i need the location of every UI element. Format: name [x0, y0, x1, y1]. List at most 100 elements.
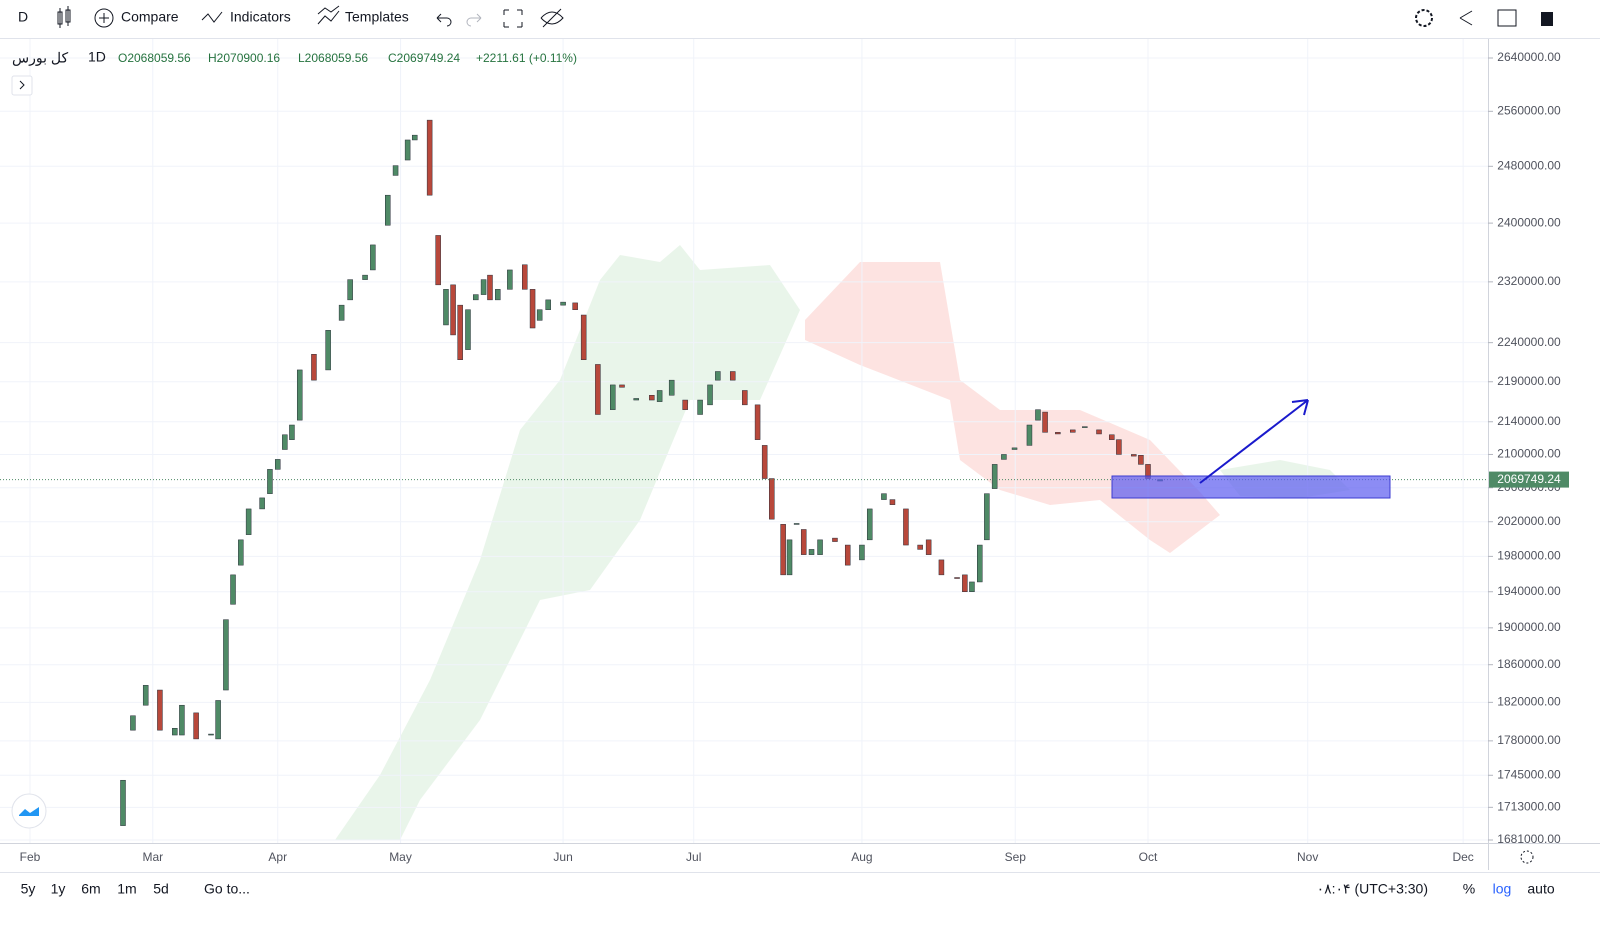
candle-body	[473, 294, 479, 301]
y-tick-label: 1780000.00	[1497, 733, 1561, 747]
undo-icon[interactable]	[436, 13, 452, 27]
candle-body	[889, 499, 896, 505]
last-price-label: 2069749.24	[1497, 472, 1561, 486]
drawn-arrow[interactable]	[1199, 399, 1309, 484]
candle-body	[962, 574, 968, 592]
redo-icon[interactable]	[466, 13, 482, 27]
candle-body	[761, 445, 768, 479]
candle-body	[545, 299, 551, 310]
x-tick-label: May	[389, 850, 412, 864]
trash-icon[interactable]	[1541, 12, 1553, 26]
axis-settings[interactable]	[1520, 850, 1534, 864]
candle-body	[1069, 429, 1076, 433]
candle-body	[881, 493, 887, 500]
candle-body	[338, 304, 345, 321]
y-tick-label: 2240000.00	[1497, 335, 1561, 349]
compare-plus	[99, 13, 109, 23]
interval-button[interactable]: D	[18, 9, 28, 25]
candle-body	[404, 139, 411, 161]
candle-body	[742, 390, 748, 406]
y-tick-label: 1681000.00	[1497, 832, 1561, 846]
resolution: 1D	[88, 49, 106, 65]
compare-icon[interactable]	[94, 8, 114, 28]
x-tick-label: Feb	[20, 850, 41, 864]
snapshot-icon[interactable]	[1497, 9, 1517, 27]
candle-body	[245, 508, 252, 535]
candle-body	[267, 469, 273, 494]
cloud-bullish	[335, 245, 800, 840]
candle-body	[223, 619, 229, 691]
candles	[0, 119, 1488, 826]
x-tick-label: Oct	[1139, 850, 1158, 864]
scale-option[interactable]: auto	[1527, 881, 1554, 897]
drawn-rectangle[interactable]	[1111, 475, 1391, 499]
candle-body	[1096, 429, 1102, 435]
candle-body	[859, 544, 865, 561]
candle-body	[1026, 424, 1033, 446]
candle-body	[480, 279, 487, 295]
y-tick-label: 1980000.00	[1497, 549, 1561, 563]
candle-type-icon[interactable]	[57, 6, 71, 28]
candle-body	[230, 574, 236, 605]
templates-icon[interactable]	[317, 5, 340, 25]
legend-open: O2068059.56	[118, 51, 191, 65]
candle-body	[808, 549, 815, 555]
candle-body	[1055, 432, 1061, 435]
y-tick-label: 2560000.00	[1497, 103, 1561, 117]
candle-body	[157, 689, 163, 731]
candle-body	[793, 523, 800, 525]
candle-body	[392, 165, 399, 176]
range-button[interactable]: 5y	[21, 881, 36, 897]
scale-option[interactable]: %	[1463, 881, 1475, 897]
range-button[interactable]: 6m	[81, 881, 100, 897]
candle-body	[817, 539, 823, 555]
scale-option[interactable]: log	[1493, 881, 1512, 897]
range-button[interactable]: 1y	[51, 881, 66, 897]
logo-button[interactable]	[11, 793, 47, 829]
y-tick-label: 2020000.00	[1497, 514, 1561, 528]
share-icon[interactable]	[1459, 10, 1473, 26]
x-tick-label: Mar	[142, 850, 163, 864]
y-tick-label: 1713000.00	[1497, 800, 1561, 814]
candle-body	[296, 369, 303, 421]
candle-body	[370, 244, 376, 271]
candle-body	[495, 289, 501, 301]
candle-body	[385, 194, 391, 226]
settings-icon[interactable]	[1415, 9, 1433, 27]
symbol-name: کل بورس	[12, 50, 68, 67]
candle-body	[754, 404, 761, 440]
range-button[interactable]: 5d	[153, 881, 169, 897]
candle-body	[903, 508, 909, 546]
candle-body	[282, 434, 288, 450]
y-tick-label: 2100000.00	[1497, 447, 1561, 461]
hide-icon[interactable]	[540, 8, 564, 28]
goto-button[interactable]: Go to...	[204, 881, 250, 897]
clock: ۰۸:۰۴ (UTC+3:30)	[1317, 881, 1428, 897]
bottom-bar: 5y 1y 6m 1m 5d% log auto	[21, 881, 1555, 897]
candle-body	[142, 685, 149, 706]
candle-body	[362, 274, 368, 280]
y-tick-label: 2190000.00	[1497, 374, 1561, 388]
candle-body	[682, 399, 688, 410]
candle-body	[130, 715, 136, 731]
candle-body	[289, 424, 295, 440]
y-tick-label: 2400000.00	[1497, 215, 1561, 229]
compare-button[interactable]: Compare	[121, 9, 179, 25]
candle-body	[120, 779, 126, 826]
fullscreen-icon[interactable]	[503, 9, 523, 28]
candle-body	[172, 728, 178, 736]
candle-body	[1001, 454, 1007, 460]
indicators-button[interactable]: Indicators	[230, 9, 291, 25]
candle-body	[215, 700, 221, 740]
indicators-icon[interactable]	[201, 11, 223, 23]
range-button[interactable]: 1m	[117, 881, 136, 897]
candle-body	[991, 464, 998, 489]
candle-body	[411, 134, 418, 141]
candle-body	[465, 309, 471, 350]
templates-button[interactable]: Templates	[345, 9, 409, 25]
candle-body	[668, 379, 675, 396]
candle-body	[977, 544, 983, 583]
legend-toggle[interactable]	[11, 75, 33, 96]
candle-body	[656, 390, 663, 402]
